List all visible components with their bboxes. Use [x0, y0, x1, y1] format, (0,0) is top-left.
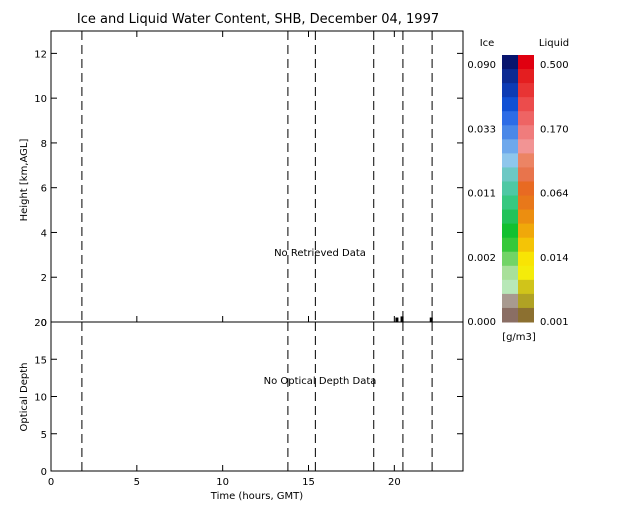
bottom-ytick-label-4: 20 — [34, 318, 47, 329]
colorbar-liquid-cell-16 — [518, 279, 534, 295]
no-retrieved-data-annotation: No Retrieved Data — [274, 248, 366, 259]
colorbar-ice-cell-16 — [502, 279, 518, 295]
top-ytick-label-6: 12 — [34, 49, 47, 60]
x-axis-label: Time (hours, GMT) — [210, 491, 304, 502]
colorbar-ice-cell-18 — [502, 307, 518, 323]
colorbar-ice-cell-6 — [502, 139, 518, 154]
colorbar-liquid-cell-12 — [518, 223, 534, 239]
colorbar-ice-cell-17 — [502, 293, 518, 309]
colorbar-liquid-cell-18 — [518, 307, 534, 323]
bottom-ytick-label-1: 5 — [41, 430, 47, 441]
colorbar-ice-cell-8 — [502, 167, 518, 182]
colorbar-liquid-tick-4: 0.001 — [540, 317, 569, 328]
colorbar-ice-label: Ice — [480, 38, 495, 49]
top-ytick-label-2: 4 — [41, 228, 47, 239]
colorbar-liquid-cell-17 — [518, 293, 534, 309]
colorbar-ice-cell-9 — [502, 181, 518, 197]
colorbar-ice-cell-11 — [502, 209, 518, 225]
bottom-y-axis-label: Optical Depth — [19, 363, 30, 432]
top-ytick-label-5: 10 — [34, 94, 47, 105]
bottom-ytick-label-2: 10 — [34, 393, 47, 404]
colorbar-liquid-cell-8 — [518, 167, 534, 182]
colorbar-ice-tick-2: 0.011 — [467, 189, 496, 200]
xtick-label-0: 0 — [48, 477, 54, 488]
colorbar-ice-cell-5 — [502, 125, 518, 140]
colorbar-liquid-cell-3 — [518, 97, 534, 112]
top-y-axis-label: Height [km,AGL] — [19, 139, 30, 222]
colorbar-ice-cell-3 — [502, 97, 518, 112]
bottom-ytick-label-3: 15 — [34, 355, 47, 366]
colorbar-liquid-label: Liquid — [539, 38, 569, 49]
colorbar-ice-tick-3: 0.002 — [467, 253, 496, 264]
colorbar-ice-cell-0 — [502, 55, 518, 70]
colorbar-liquid-tick-1: 0.170 — [540, 124, 569, 135]
data-mark-1 — [400, 316, 404, 322]
colorbar-ice-cell-14 — [502, 251, 518, 267]
top-ytick-label-1: 2 — [41, 273, 47, 284]
bottom-ytick-label-0: 0 — [41, 467, 47, 478]
colorbar-ice-cell-15 — [502, 265, 518, 281]
no-optical-depth-annotation: No Optical Depth Data — [264, 376, 377, 387]
colorbar-ice-tick-4: 0.000 — [467, 317, 496, 328]
colorbar-liquid-cell-6 — [518, 139, 534, 154]
colorbar-ice-cell-13 — [502, 237, 518, 253]
colorbar-ice-cell-10 — [502, 195, 518, 211]
colorbar-liquid-cell-15 — [518, 265, 534, 281]
colorbar-liquid-cell-1 — [518, 69, 534, 84]
colorbar-ice-cell-12 — [502, 223, 518, 239]
colorbar-ice-cell-2 — [502, 83, 518, 98]
colorbar-ice-cell-4 — [502, 111, 518, 126]
colorbar-ice-cell-1 — [502, 69, 518, 84]
chart-title: Ice and Liquid Water Content, SHB, Decem… — [77, 12, 439, 27]
xtick-label-1: 5 — [134, 477, 140, 488]
colorbar-liquid-cell-4 — [518, 111, 534, 126]
colorbar-liquid-tick-2: 0.064 — [540, 189, 569, 200]
bottom-panel-frame — [50, 321, 464, 472]
top-ytick-label-4: 8 — [41, 139, 47, 150]
colorbar-liquid-cell-9 — [518, 181, 534, 197]
colorbar-unit-label: [g/m3] — [502, 332, 536, 343]
colorbar-ice-tick-1: 0.033 — [467, 124, 496, 135]
colorbar-ice-cell-7 — [502, 153, 518, 168]
colorbar-liquid-cell-11 — [518, 209, 534, 225]
colorbar-liquid-cell-5 — [518, 125, 534, 140]
colorbar-liquid-tick-3: 0.014 — [540, 253, 569, 264]
colorbar-liquid-cell-2 — [518, 83, 534, 98]
xtick-label-2: 10 — [216, 477, 229, 488]
colorbar-liquid-cell-14 — [518, 251, 534, 267]
colorbar-liquid-cell-13 — [518, 237, 534, 253]
top-panel-frame — [50, 30, 464, 323]
top-ytick-label-3: 6 — [41, 184, 47, 195]
colorbar-liquid-cell-7 — [518, 153, 534, 168]
data-mark-2 — [429, 317, 433, 322]
top-ytick-label-0: 0 — [41, 318, 47, 329]
xtick-label-3: 15 — [302, 477, 315, 488]
colorbar-liquid-cell-10 — [518, 195, 534, 211]
colorbar-ice-tick-0: 0.090 — [467, 60, 496, 71]
data-mark-0 — [395, 317, 399, 322]
colorbar-liquid-cell-0 — [518, 55, 534, 70]
colorbar-liquid-tick-0: 0.500 — [540, 60, 569, 71]
xtick-label-4: 20 — [388, 477, 401, 488]
